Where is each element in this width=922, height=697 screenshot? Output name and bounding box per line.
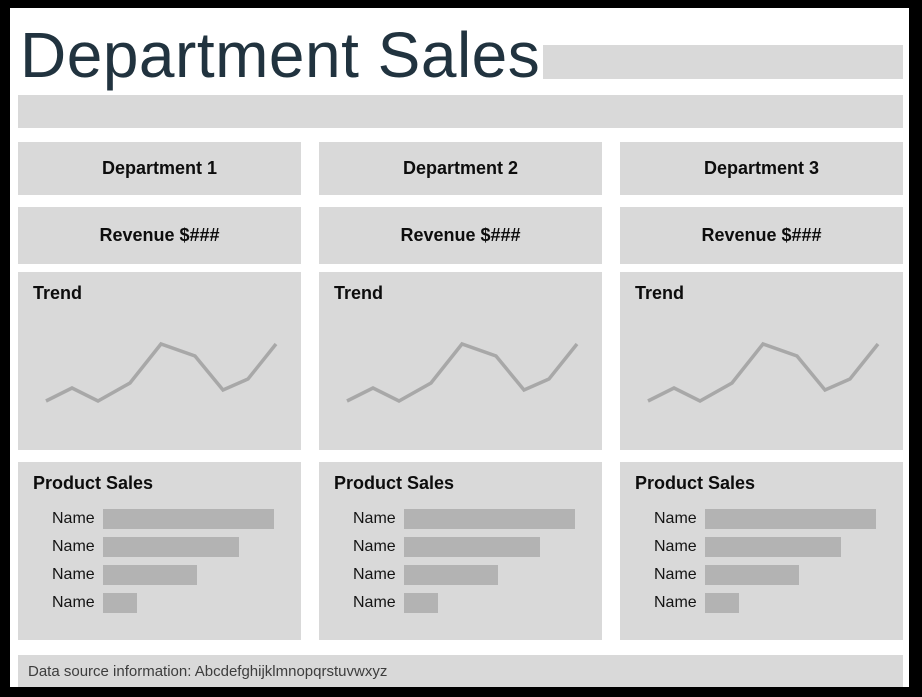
product-sales-panel: Product Sales Name Name Name Name bbox=[620, 462, 903, 640]
title-placeholder-bar bbox=[543, 45, 903, 79]
trend-panel: Trend bbox=[620, 272, 903, 450]
trend-line bbox=[647, 341, 880, 403]
trend-panel: Trend bbox=[18, 272, 301, 450]
product-row: Name bbox=[319, 593, 592, 613]
trend-title: Trend bbox=[33, 283, 83, 303]
product-row: Name bbox=[319, 565, 592, 585]
revenue-box: Revenue $### bbox=[18, 207, 301, 264]
product-sales-panel: Product Sales Name Name Name Name bbox=[18, 462, 301, 640]
product-name-label: Name bbox=[353, 538, 396, 555]
department-header: Department 1 bbox=[18, 142, 301, 195]
footer-bar: Data source information: Abcdefghijklmno… bbox=[18, 655, 903, 687]
product-bar bbox=[705, 537, 841, 557]
product-bar bbox=[404, 537, 540, 557]
revenue-box: Revenue $### bbox=[319, 207, 602, 264]
product-row: Name bbox=[620, 537, 893, 557]
product-name-label: Name bbox=[654, 566, 697, 583]
product-name-label: Name bbox=[353, 566, 396, 583]
product-bar bbox=[705, 565, 799, 585]
product-name-label: Name bbox=[52, 510, 95, 527]
product-row: Name bbox=[620, 509, 893, 529]
product-bar bbox=[705, 593, 739, 613]
revenue-label: Revenue $### bbox=[400, 225, 521, 245]
product-name-label: Name bbox=[654, 538, 697, 555]
product-sales-panel: Product Sales Name Name Name Name bbox=[319, 462, 602, 640]
department-header: Department 2 bbox=[319, 142, 602, 195]
department-column-2: Department 2 Revenue $### Trend Product … bbox=[319, 8, 602, 687]
product-row: Name bbox=[18, 593, 291, 613]
trend-line-chart bbox=[647, 341, 880, 403]
department-header: Department 3 bbox=[620, 142, 903, 195]
product-row: Name bbox=[319, 509, 592, 529]
product-sales-title: Product Sales bbox=[33, 473, 154, 493]
product-name-label: Name bbox=[52, 538, 95, 555]
product-name-label: Name bbox=[52, 566, 95, 583]
revenue-box: Revenue $### bbox=[620, 207, 903, 264]
product-bar bbox=[404, 509, 575, 529]
product-bar bbox=[103, 593, 137, 613]
revenue-label: Revenue $### bbox=[99, 225, 220, 245]
product-sales-title: Product Sales bbox=[635, 473, 756, 493]
product-name-label: Name bbox=[52, 594, 95, 611]
product-bar bbox=[705, 509, 876, 529]
dashboard-page: Department Sales Department 1 Revenue $#… bbox=[10, 8, 909, 687]
product-name-label: Name bbox=[654, 594, 697, 611]
subtitle-placeholder-bar bbox=[18, 95, 903, 128]
product-row: Name bbox=[620, 593, 893, 613]
department-column-3: Department 3 Revenue $### Trend Product … bbox=[620, 8, 903, 687]
footer-text: Data source information: Abcdefghijklmno… bbox=[28, 662, 388, 680]
product-bar bbox=[103, 565, 197, 585]
trend-title: Trend bbox=[635, 283, 685, 303]
product-rows: Name Name Name Name bbox=[620, 509, 893, 621]
trend-panel: Trend bbox=[319, 272, 602, 450]
page-title: Department Sales bbox=[20, 19, 541, 91]
product-row: Name bbox=[620, 565, 893, 585]
product-name-label: Name bbox=[353, 594, 396, 611]
product-name-label: Name bbox=[654, 510, 697, 527]
product-row: Name bbox=[18, 537, 291, 557]
revenue-label: Revenue $### bbox=[701, 225, 822, 245]
trend-title: Trend bbox=[334, 283, 384, 303]
trend-line-chart bbox=[45, 341, 278, 403]
product-rows: Name Name Name Name bbox=[18, 509, 291, 621]
department-name: Department 1 bbox=[101, 158, 218, 178]
trend-line bbox=[45, 341, 278, 403]
product-rows: Name Name Name Name bbox=[319, 509, 592, 621]
product-bar bbox=[103, 537, 239, 557]
product-row: Name bbox=[319, 537, 592, 557]
product-row: Name bbox=[18, 509, 291, 529]
product-sales-title: Product Sales bbox=[334, 473, 455, 493]
product-bar bbox=[103, 509, 274, 529]
department-name: Department 3 bbox=[703, 158, 820, 178]
department-column-1: Department 1 Revenue $### Trend Product … bbox=[18, 8, 301, 687]
product-bar bbox=[404, 565, 498, 585]
product-name-label: Name bbox=[353, 510, 396, 527]
trend-line-chart bbox=[346, 341, 579, 403]
department-name: Department 2 bbox=[402, 158, 519, 178]
trend-line bbox=[346, 341, 579, 403]
product-row: Name bbox=[18, 565, 291, 585]
product-bar bbox=[404, 593, 438, 613]
